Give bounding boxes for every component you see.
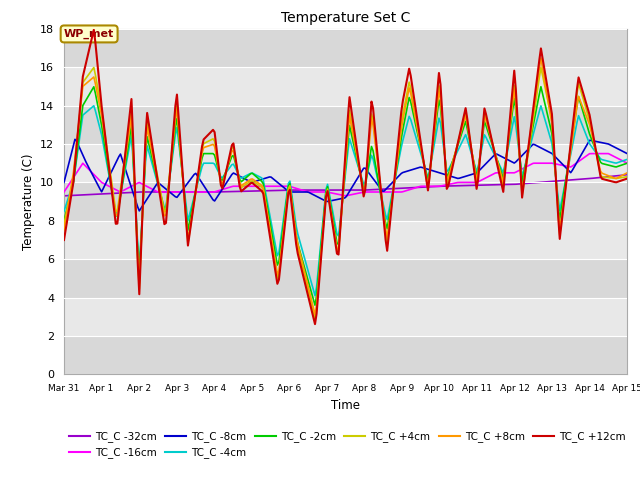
Bar [64, 106, 627, 144]
Bar [64, 336, 627, 374]
Bar [64, 221, 627, 259]
X-axis label: Time: Time [331, 399, 360, 412]
Legend: TC_C -32cm, TC_C -16cm, TC_C -8cm, TC_C -4cm, TC_C -2cm, TC_C +4cm, TC_C +8cm, T: TC_C -32cm, TC_C -16cm, TC_C -8cm, TC_C … [69, 432, 626, 458]
Bar [64, 144, 627, 182]
Bar [64, 298, 627, 336]
Bar [64, 182, 627, 221]
Bar [64, 67, 627, 106]
Text: WP_met: WP_met [64, 29, 115, 39]
Y-axis label: Temperature (C): Temperature (C) [22, 153, 35, 250]
Bar [64, 259, 627, 298]
Bar [64, 29, 627, 67]
Title: Temperature Set C: Temperature Set C [281, 11, 410, 25]
